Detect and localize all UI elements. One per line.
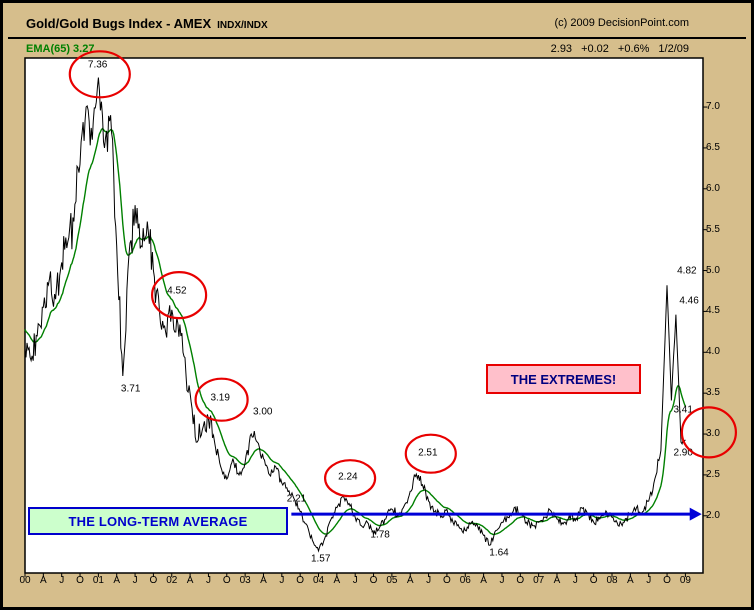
quote-percent: +0.6% [617, 43, 650, 55]
data-point-label: 3.00 [253, 406, 273, 418]
long-term-average-text: THE LONG-TERM AVERAGE [68, 513, 248, 529]
chart-title-row: Gold/Gold Bugs Index - AMEX INDX/INDX [26, 16, 268, 31]
x-axis-tick-label: A [186, 575, 194, 586]
chart-title: Gold/Gold Bugs Index - AMEX [26, 16, 212, 31]
x-axis-tick-label: A [480, 575, 487, 586]
data-point-label: 1.57 [310, 553, 331, 565]
y-axis-tick-label: 5.0 [706, 264, 720, 276]
x-axis-tick-label: 09 [679, 575, 691, 586]
data-point-label: 2.51 [418, 447, 438, 459]
x-axis-tick-label: J [205, 575, 211, 586]
ema-legend-label: EMA(65) 3.27 [26, 43, 95, 55]
x-axis-tick-label: O [222, 575, 231, 586]
quote-change: +0.02 [581, 43, 609, 55]
x-axis-tick-label: A [406, 575, 414, 586]
data-point-label: 1.64 [489, 547, 509, 559]
y-axis-tick-label: 5.5 [706, 223, 720, 235]
copyright-text: (c) 2009 DecisionPoint.com [554, 17, 689, 29]
x-axis-tick-label: A [40, 575, 47, 586]
x-axis-tick-label: O [663, 575, 671, 586]
data-point-label: 2.24 [338, 471, 358, 483]
x-axis-tick-label: A [113, 575, 121, 586]
quote-last: 2.93 [550, 43, 573, 55]
x-axis-tick-label: J [279, 575, 285, 586]
data-point-label: 3.71 [120, 383, 141, 395]
x-axis-tick-label: 05 [386, 575, 398, 586]
x-axis-tick-label: O [589, 575, 598, 586]
x-axis-tick-label: O [296, 575, 305, 586]
data-point-label: 2.21 [286, 493, 307, 505]
long-term-average-arrowhead [689, 507, 702, 521]
x-axis-tick-label: O [443, 575, 451, 586]
x-axis-tick-label: O [149, 575, 158, 586]
data-point-label: 2.90 [673, 447, 693, 459]
x-axis-tick-label: 02 [166, 575, 178, 586]
y-axis-tick-label: 3.5 [706, 387, 720, 399]
data-point-label: 3.19 [210, 392, 230, 404]
long-term-average-box: THE LONG-TERM AVERAGE [28, 507, 288, 535]
y-axis-tick-label: 2.0 [706, 509, 720, 521]
y-axis-tick-label: 4.5 [706, 305, 720, 317]
y-axis-tick-label: 6.0 [706, 182, 720, 194]
quote-row: 2.93 +0.02 +0.6% 1/2/09 [551, 43, 689, 55]
extremes-callout-box: THE EXTREMES! [486, 364, 641, 394]
data-point-label: 4.46 [679, 295, 699, 307]
x-axis-tick-label: 00 [19, 575, 31, 586]
x-axis-tick-label: A [553, 575, 561, 586]
x-axis-tick-label: 06 [459, 575, 471, 586]
y-axis-tick-label: 2.5 [706, 468, 720, 480]
x-axis-tick-label: O [369, 575, 378, 586]
y-axis-tick-label: 4.0 [706, 346, 720, 358]
x-axis-tick-label: 07 [533, 575, 545, 586]
extreme-highlight-circle [68, 50, 131, 99]
x-axis-tick-label: A [333, 575, 341, 586]
data-point-label: 3.41 [673, 404, 693, 416]
x-axis-tick-label: 04 [312, 575, 325, 586]
quote-date: 1/2/09 [658, 43, 689, 55]
x-axis-tick-label: J [132, 575, 138, 586]
x-axis-tick-label: A [260, 575, 267, 586]
x-axis-tick-label: J [499, 575, 505, 586]
title-separator-line [8, 37, 746, 39]
x-axis-tick-label: O [76, 575, 84, 586]
x-axis-tick-label: O [516, 575, 525, 586]
x-axis-tick-label: J [646, 575, 652, 586]
extremes-callout-text: THE EXTREMES! [510, 371, 617, 387]
x-axis-tick-label: J [572, 575, 578, 586]
data-point-label: 7.36 [87, 59, 108, 71]
x-axis-tick-label: J [352, 575, 358, 586]
x-axis-tick-label: 03 [239, 575, 251, 586]
x-axis-tick-label: 08 [606, 575, 618, 586]
y-axis-tick-label: 6.5 [706, 141, 720, 153]
x-axis-tick-label: J [426, 575, 432, 586]
chart-symbol: INDX/INDX [217, 20, 268, 31]
data-point-label: 4.52 [167, 285, 187, 297]
data-point-label: 4.82 [677, 265, 697, 277]
y-axis-tick-label: 3.0 [706, 428, 720, 440]
data-point-label: 1.78 [370, 529, 390, 541]
plot-area [24, 57, 704, 574]
x-axis-tick-label: A [627, 575, 634, 586]
x-axis-tick-label: 01 [92, 575, 104, 586]
y-axis-tick-label: 7.0 [706, 101, 720, 113]
x-axis-tick-label: J [59, 575, 65, 586]
